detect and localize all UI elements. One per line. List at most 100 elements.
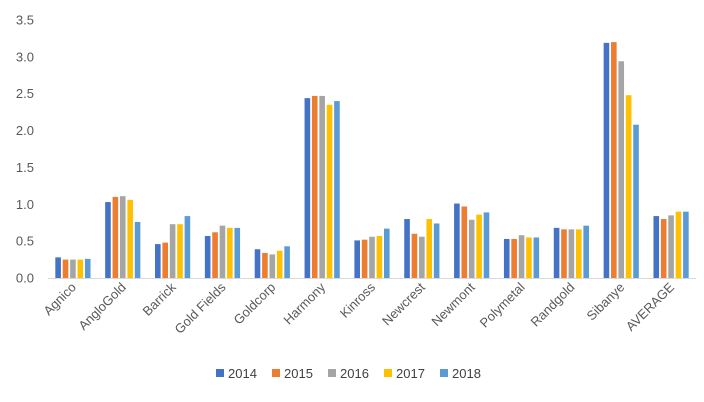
bar-barrick-2014	[155, 244, 161, 278]
bar-barrick-2015	[162, 242, 169, 278]
bar-agnico-2017	[77, 259, 84, 278]
legend-label-2014: 2014	[228, 366, 257, 381]
bar-polymetal-2014	[503, 238, 510, 278]
x-category-label: Barrick	[140, 279, 180, 319]
x-category-label: Harmony	[280, 279, 328, 327]
bar-average-2016	[668, 215, 674, 278]
x-category-label: Polymetal	[477, 279, 528, 330]
bar-barrick-2016	[169, 224, 176, 278]
bar-randgold-2018	[583, 225, 589, 278]
bar-average-2017	[675, 211, 682, 278]
bar-newmont-2014	[454, 203, 460, 278]
bar-newcrest-2016	[419, 236, 425, 278]
y-tick-label: 2.5	[16, 86, 34, 101]
bar-kinross-2017	[376, 235, 383, 278]
bar-harmony-2016	[319, 95, 325, 278]
legend-label-2015: 2015	[284, 366, 313, 381]
y-tick-label: 2.0	[16, 123, 34, 138]
bar-gold-fields-2015	[212, 232, 218, 278]
legend-swatch-2017	[384, 369, 392, 377]
bar-barrick-2018	[184, 216, 191, 278]
bar-polymetal-2016	[518, 235, 525, 278]
bar-anglogold-2018	[134, 221, 141, 278]
bar-agnico-2015	[62, 259, 69, 278]
bar-average-2014	[653, 216, 660, 278]
bar-gold-fields-2017	[227, 227, 233, 278]
bar-sibanye-2014	[603, 42, 610, 279]
bar-harmony-2014	[304, 98, 311, 278]
bar-newmont-2018	[483, 212, 490, 278]
bar-polymetal-2015	[511, 238, 517, 278]
legend-label-2016: 2016	[340, 366, 369, 381]
bar-barrick-2017	[177, 224, 183, 278]
bar-average-2018	[683, 211, 689, 278]
legend-swatch-2014	[216, 369, 224, 377]
bar-goldcorp-2015	[262, 252, 268, 278]
bars	[55, 42, 689, 279]
bar-goldcorp-2018	[284, 246, 290, 278]
y-tick-label: 1.0	[16, 197, 34, 212]
legend-swatch-2018	[440, 369, 448, 377]
bar-anglogold-2015	[112, 196, 119, 278]
legend: 2014 2015 2016 2017 2018	[216, 366, 481, 381]
bar-kinross-2014	[354, 240, 360, 278]
x-category-label: Newmont	[428, 279, 478, 329]
x-category-label: AVERAGE	[623, 279, 678, 334]
x-category-label: AngloGold	[75, 280, 129, 334]
bar-anglogold-2017	[127, 199, 133, 278]
bar-harmony-2015	[311, 95, 318, 278]
bar-randgold-2016	[568, 229, 575, 278]
legend-label-2017: 2017	[396, 366, 425, 381]
bar-newcrest-2014	[404, 219, 410, 278]
x-category-label: Randgold	[528, 280, 578, 330]
bar-kinross-2018	[384, 228, 390, 278]
legend-label-2018: 2018	[452, 366, 481, 381]
bar-goldcorp-2017	[276, 250, 283, 278]
y-tick-label: 0.0	[16, 271, 34, 286]
x-category-label: Goldcorp	[231, 280, 279, 328]
bar-agnico-2014	[55, 257, 61, 278]
bar-agnico-2016	[70, 259, 76, 278]
bar-sibanye-2017	[625, 95, 632, 278]
y-tick-label: 1.5	[16, 160, 34, 175]
bar-gold-fields-2016	[219, 225, 226, 278]
bar-anglogold-2014	[105, 202, 111, 278]
y-tick-label: 3.5	[16, 13, 34, 28]
bar-goldcorp-2016	[269, 254, 276, 278]
bar-anglogold-2016	[119, 196, 126, 278]
bar-randgold-2014	[553, 227, 560, 278]
bar-newcrest-2015	[411, 233, 418, 278]
x-category-label: Kinross	[337, 279, 379, 321]
bar-newcrest-2018	[433, 223, 440, 278]
bar-newmont-2016	[468, 219, 475, 278]
bar-randgold-2015	[561, 229, 567, 278]
bar-polymetal-2017	[526, 237, 532, 278]
x-category-label: Newcrest	[379, 279, 428, 328]
legend-swatch-2016	[328, 369, 336, 377]
bar-sibanye-2016	[618, 61, 625, 278]
y-axis: 0.0 0.5 1.0 1.5 2.0 2.5 3.0 3.5	[16, 13, 34, 286]
bar-newcrest-2017	[426, 219, 433, 278]
x-category-label: Sibanye	[584, 280, 628, 324]
bar-gold-fields-2014	[204, 235, 211, 278]
x-category-label: Gold Fields	[171, 279, 228, 336]
bar-randgold-2017	[575, 229, 582, 278]
bar-kinross-2015	[361, 239, 368, 278]
y-tick-label: 3.0	[16, 49, 34, 64]
bar-gold-fields-2018	[234, 227, 241, 278]
bar-average-2015	[660, 219, 667, 278]
bar-kinross-2016	[369, 236, 375, 278]
bar-agnico-2018	[84, 258, 91, 278]
bar-goldcorp-2014	[254, 249, 261, 278]
bar-newmont-2017	[476, 214, 482, 278]
bar-harmony-2018	[334, 101, 340, 278]
bar-sibanye-2018	[633, 124, 639, 278]
bar-polymetal-2018	[533, 237, 540, 278]
legend-swatch-2015	[272, 369, 280, 377]
bar-newmont-2015	[461, 206, 468, 278]
x-category-label: Agnico	[40, 280, 79, 319]
bar-harmony-2017	[326, 104, 333, 279]
y-tick-label: 0.5	[16, 234, 34, 249]
